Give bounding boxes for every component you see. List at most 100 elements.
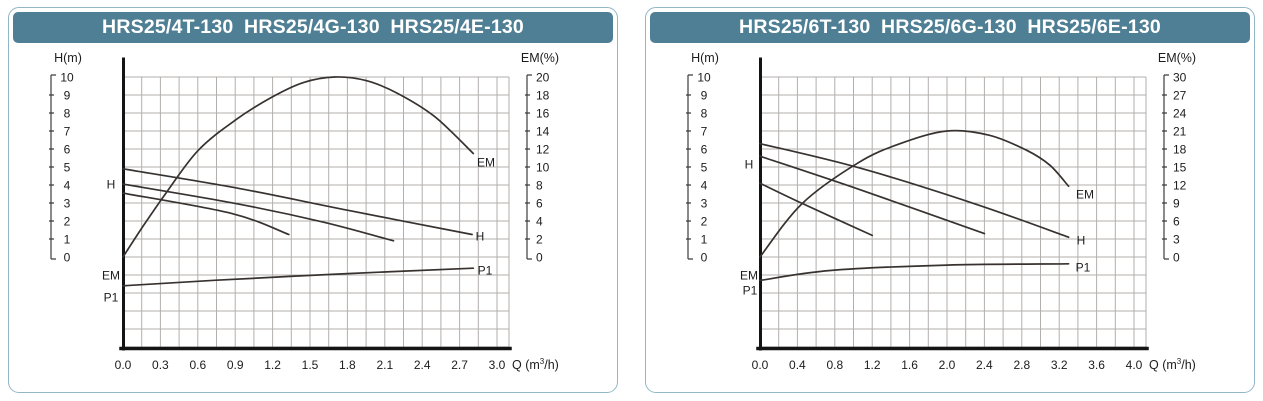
em-axis-tick-label: 0 [1173,251,1180,265]
curve-p1: P1 P1 [743,261,1091,298]
curve-path-h-low [122,192,290,236]
em-axis-tick-label: 8 [536,179,543,193]
em-axis-tick-label: 14 [536,125,550,139]
h-axis-tick-label: 7 [64,125,71,139]
axes [756,57,1149,351]
curve-label-p1: P1 [743,284,758,298]
curve-path-h-mid [122,183,395,242]
x-axis-tick-label: 2.1 [376,358,393,372]
x-axis-tick-label: 2.4 [414,358,431,372]
h-axis-tick-label: 3 [701,197,708,211]
em-axis-tick-label: 18 [1173,143,1187,157]
h-axis-tick-label: 8 [701,107,708,121]
h-axis-tick-label: 10 [60,71,74,85]
h-axis-tick-label: 5 [701,161,708,175]
curve-path-em [759,129,1070,258]
x-axis-tick-label: 2.7 [451,358,468,372]
em-axis-tick-label: 24 [1173,107,1187,121]
panel-title-right: HRS25/6T-130 HRS25/6G-130 HRS25/6E-130 [739,16,1161,38]
x-axis-tick-label: 4.0 [1126,358,1143,372]
em-axis-title: EM(%) [1158,51,1196,65]
h-axis-tick-label: 5 [64,161,71,175]
curve-label-em: EM [1076,188,1094,202]
curve-em: EM EM [102,76,495,283]
x-axis-title: Q (m3/h) [512,357,559,372]
em-axis-title: EM(%) [521,51,559,65]
h-axis-tick-label: 0 [64,251,71,265]
x-axis-tick-label: 0.4 [789,358,806,372]
x-axis-tick-label: 0.6 [189,358,206,372]
x-axis-tick-label: 1.8 [339,358,356,372]
h-axis-bracket [686,74,693,260]
curve-h-mid [759,155,986,235]
grid [759,76,1147,348]
em-axis-bracket [1162,74,1169,260]
h-axis-tick-label: 3 [64,197,71,211]
curve-label-h: H [745,158,754,172]
curve-label-h: H [1077,234,1086,248]
x-axis-tick-label: 2.4 [976,358,993,372]
em-axis-tick-label: 12 [536,143,550,157]
curve-label-em: EM [740,269,758,283]
em-axis-tick-label: 10 [536,161,550,175]
h-axis-tick-label: 6 [701,143,708,157]
em-axis-tick-label: 20 [536,71,550,85]
h-axis-tick-label: 10 [697,71,711,85]
x-axis-tick-label: 0.3 [152,358,169,372]
h-axis-tick-label: 6 [64,143,71,157]
axes [119,57,512,351]
em-axis-tick-label: 4 [536,215,543,229]
curve-path-h-high [122,167,473,236]
h-axis-tick-label: 4 [701,179,708,193]
em-axis-tick-label: 3 [1173,233,1180,247]
x-axis-tick-label: 3.6 [1088,358,1105,372]
x-axis-tick-label: 0.8 [826,358,843,372]
em-axis-bracket [525,74,532,260]
curve-path-p1 [122,267,475,287]
h-axis-tick-label: 7 [701,125,708,139]
curve-label-em: EM [102,269,120,283]
h-axis-tick-label: 1 [701,233,708,247]
curve-label-p1: P1 [1076,261,1091,275]
h-axis-tick-label: 1 [64,233,71,247]
curve-p1: P1 P1 [104,264,493,305]
x-axis-labels: 0.0 0.4 0.8 1.2 1.6 2.0 2.4 2.8 3.2 3.6 4.0 Q (m3/h… [752,357,1196,372]
pump-curve-chart-left: H(m)109876543210EM(%)201816141210864200.… [49,51,559,372]
x-axis-tick-label: 2.8 [1013,358,1030,372]
x-axis-tick-label: 1.2 [264,358,281,372]
curve-h-low [759,182,874,237]
h-axis-title: H(m) [691,51,719,65]
h-axis-tick-label: 8 [64,107,71,121]
em-axis-tick-label: 6 [1173,215,1180,229]
em-axis-tick-label: 12 [1173,179,1187,193]
em-axis-tick-label: 9 [1173,197,1180,211]
em-axis-tick-label: 2 [536,233,543,247]
x-axis-tick-label: 3.2 [1051,358,1068,372]
x-axis-tick-label: 3.0 [489,358,506,372]
x-axis-tick-label: 1.6 [901,358,918,372]
curve-path-em [122,76,475,258]
curve-label-h: H [476,230,485,244]
x-axis-labels: 0.0 0.3 0.6 0.9 1.2 1.5 1.8 2.1 2.4 2.7 3.0 Q (m3/h… [115,357,559,372]
curve-path-p1 [759,262,1070,282]
curve-path-h-mid [759,155,986,235]
x-axis-tick-label: 0.0 [115,358,132,372]
h-axis-tick-label: 0 [701,251,708,265]
curve-label-em: EM [477,156,495,170]
em-axis-tick-label: 18 [536,89,550,103]
x-axis-tick-label: 2.0 [939,358,956,372]
panel-title-bar-left: HRS25/4T-130 HRS25/4G-130 HRS25/4E-130 [13,12,613,43]
em-axis-tick-label: 0 [536,251,543,265]
em-axis-tick-label: 6 [536,197,543,211]
curve-path-h-high [759,142,1070,239]
x-axis-tick-label: 0.0 [752,358,769,372]
h-axis-tick-label: 9 [701,89,708,103]
curve-label-h: H [107,178,116,192]
pump-curve-chart-right: H(m)109876543210EM(%)3027242118151296300… [686,51,1196,372]
h-axis-bracket [49,74,56,260]
curve-label-p1: P1 [478,264,493,278]
